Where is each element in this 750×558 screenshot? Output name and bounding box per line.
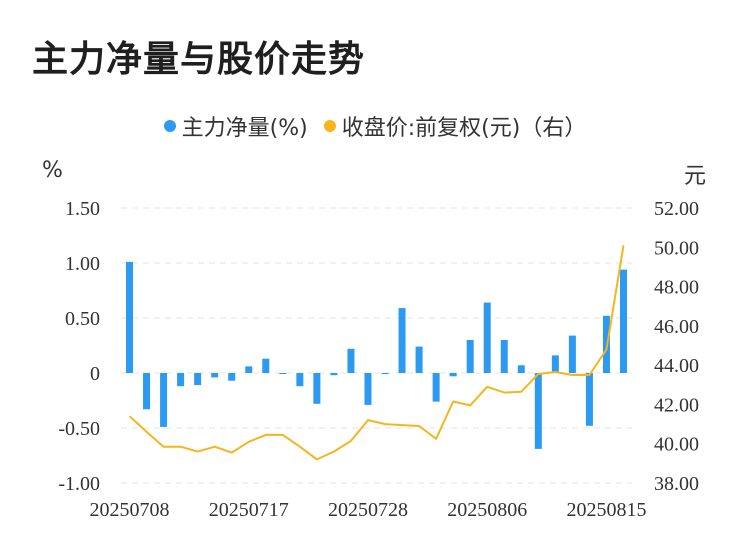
legend-price-dot-icon — [323, 120, 336, 132]
left-axis-unit: % — [42, 158, 63, 183]
legend-price-label: 收盘价:前复权(元)（右） — [341, 116, 587, 141]
net-bar[interactable] — [177, 373, 185, 387]
net-bar[interactable] — [398, 308, 406, 373]
x-tick-label: 20250728 — [328, 499, 408, 521]
net-bars — [126, 261, 627, 449]
legend-net-dot-icon — [163, 120, 176, 132]
net-bar[interactable] — [551, 355, 559, 373]
x-tick-label: 20250806 — [447, 499, 527, 521]
net-bar[interactable] — [432, 373, 440, 402]
right-tick-label: 38.00 — [654, 473, 699, 495]
right-tick-label: 42.00 — [654, 394, 699, 416]
left-tick-label: 1.50 — [65, 198, 100, 220]
price-line[interactable] — [128, 245, 625, 461]
net-bar[interactable] — [262, 358, 270, 373]
left-tick-label: 1.00 — [65, 253, 100, 275]
net-bar[interactable] — [517, 365, 525, 373]
net-bar[interactable] — [415, 346, 423, 373]
net-bar[interactable] — [211, 373, 219, 378]
left-tick-label: 0.50 — [65, 308, 100, 330]
net-bar[interactable] — [381, 373, 389, 375]
grid-lines — [121, 207, 632, 484]
net-bar[interactable] — [534, 373, 542, 449]
right-tick-label: 48.00 — [654, 277, 699, 299]
net-bar[interactable] — [126, 261, 134, 373]
price-line-group — [128, 245, 625, 461]
net-bar[interactable] — [347, 348, 355, 373]
x-tick-label: 20250717 — [209, 499, 289, 521]
net-bar[interactable] — [143, 373, 151, 410]
legend-item-net[interactable]: 主力净量(%) — [163, 110, 308, 142]
net-bar[interactable] — [330, 373, 338, 376]
right-axis-ticks: 52.00 50.00 48.00 46.00 44.00 42.00 40.00 38.00 — [654, 198, 699, 495]
right-tick-label: 40.00 — [654, 434, 699, 456]
net-bar[interactable] — [245, 366, 253, 373]
right-tick-label: 50.00 — [654, 237, 699, 259]
right-tick-label: 46.00 — [654, 316, 699, 338]
net-bar[interactable] — [160, 373, 168, 427]
net-bar[interactable] — [296, 373, 304, 387]
net-bar[interactable] — [500, 340, 508, 373]
left-tick-label: -1.00 — [58, 473, 100, 495]
net-bar[interactable] — [194, 373, 202, 386]
legend: 主力净量(%) 收盘价:前复权(元)（右） — [0, 110, 750, 142]
net-bar[interactable] — [568, 335, 576, 373]
x-tick-label: 20250815 — [566, 499, 646, 521]
right-axis-unit: 元 — [684, 164, 707, 189]
net-bar[interactable] — [585, 373, 593, 426]
net-bar[interactable] — [364, 373, 372, 405]
legend-item-price[interactable]: 收盘价:前复权(元)（右） — [323, 110, 587, 142]
net-bar[interactable] — [313, 373, 321, 404]
net-bar[interactable] — [483, 302, 491, 373]
net-bar[interactable] — [228, 373, 236, 381]
net-bar[interactable] — [619, 269, 627, 373]
left-axis-ticks: 1.50 1.00 0.50 0 -0.50 -1.00 — [58, 198, 100, 495]
x-axis-ticks: 20250708 20250717 20250728 20250806 20250815 — [90, 499, 647, 521]
legend-net-label: 主力净量(%) — [181, 116, 308, 141]
net-bar[interactable] — [466, 340, 474, 373]
right-tick-label: 44.00 — [654, 355, 699, 377]
chart-title: 主力净量与股价走势 — [32, 39, 366, 80]
left-tick-label: 0 — [90, 363, 100, 385]
net-bar[interactable] — [279, 373, 287, 374]
left-tick-label: -0.50 — [58, 418, 100, 440]
x-tick-label: 20250708 — [90, 499, 170, 521]
net-bar[interactable] — [449, 373, 457, 377]
right-tick-label: 52.00 — [654, 198, 699, 220]
